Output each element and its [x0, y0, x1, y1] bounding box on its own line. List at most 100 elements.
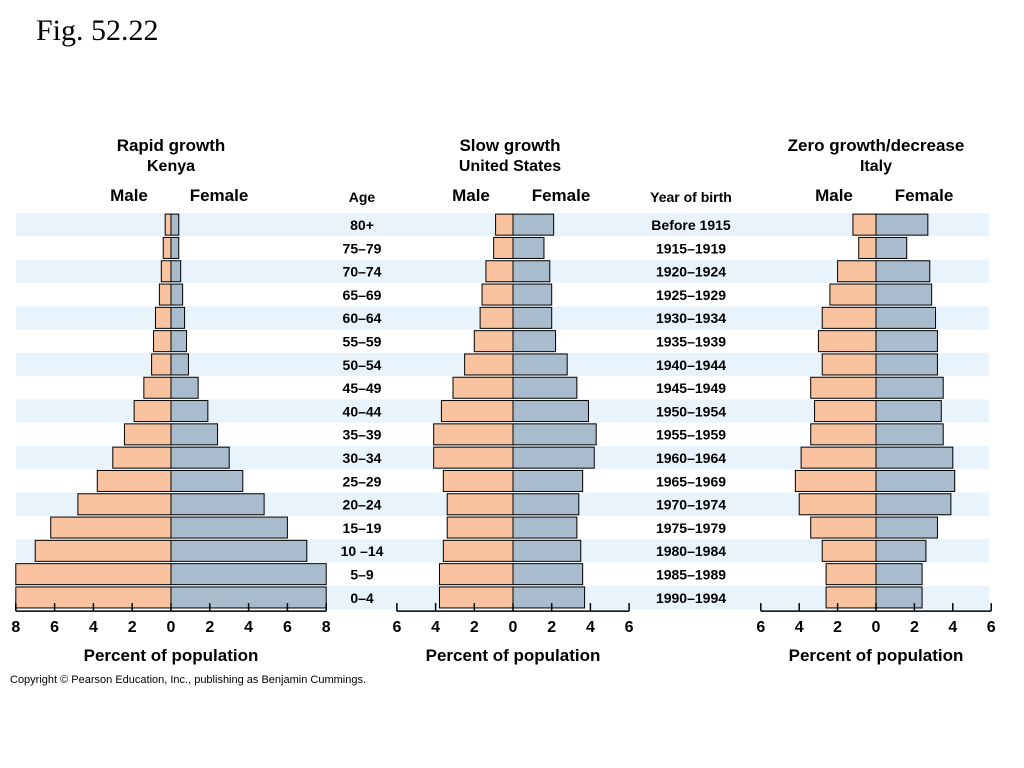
male-bar	[15, 563, 172, 586]
female-bar	[512, 306, 553, 329]
male-bar	[446, 493, 514, 516]
pyramid-subtitle: Kenya	[147, 158, 195, 175]
female-bar	[875, 493, 952, 516]
age-label: 0–4	[350, 590, 374, 606]
age-label: 25–29	[343, 473, 382, 489]
male-bar	[821, 539, 877, 562]
female-bar	[875, 586, 923, 609]
x-tick-label: 8	[322, 619, 331, 636]
female-bar	[170, 283, 184, 306]
age-label: 20–24	[343, 497, 382, 513]
female-bar	[875, 353, 938, 376]
female-label: Female	[532, 186, 591, 205]
male-bar	[817, 330, 877, 353]
female-bar	[170, 563, 327, 586]
x-tick-label: 6	[283, 619, 292, 636]
birth-year-label: 1925–1929	[656, 287, 726, 303]
female-bar	[875, 446, 954, 469]
x-tick-label: 4	[244, 619, 253, 636]
pyramid-subtitle: United States	[459, 158, 561, 175]
age-label: 10 –14	[341, 543, 384, 559]
male-bar	[143, 376, 172, 399]
female-bar	[170, 516, 288, 539]
x-tick-label: 6	[987, 619, 996, 636]
male-bar	[852, 213, 877, 236]
male-bar	[153, 330, 172, 353]
female-bar	[512, 376, 578, 399]
pyramid-title: Rapid growth	[117, 136, 226, 155]
male-bar	[442, 539, 514, 562]
female-bar	[512, 539, 582, 562]
x-tick-label: 6	[625, 619, 634, 636]
pyramids: Rapid growth Kenya Male Female 8 6 4 2 0 2 4 6 8 Perc…	[11, 136, 995, 665]
age-label: 5–9	[350, 567, 374, 583]
female-bar	[512, 446, 595, 469]
female-bar	[512, 283, 553, 306]
birth-year-label: 1980–1984	[656, 543, 726, 559]
female-bar	[875, 469, 956, 492]
male-bar	[34, 539, 172, 562]
age-label: 40–44	[343, 403, 382, 419]
male-bar	[794, 469, 877, 492]
male-bar	[825, 563, 877, 586]
pyramid-title: Zero growth/decrease	[788, 136, 965, 155]
female-bar	[875, 423, 944, 446]
x-tick-label: 8	[11, 619, 20, 636]
birth-year-label: 1940–1944	[656, 357, 726, 373]
male-bar	[162, 236, 172, 259]
age-label: 15–19	[343, 520, 382, 536]
birth-year-label: 1915–1919	[656, 240, 726, 256]
age-label: 55–59	[343, 334, 382, 350]
male-bar	[133, 400, 172, 423]
x-tick-label: 0	[167, 619, 176, 636]
x-tick-label: 0	[509, 619, 518, 636]
male-bar	[77, 493, 172, 516]
male-bar	[433, 446, 514, 469]
male-bar	[800, 446, 877, 469]
male-bar	[442, 469, 514, 492]
male-bar	[858, 236, 877, 259]
pyramid-title: Slow growth	[459, 136, 560, 155]
female-bar	[170, 236, 180, 259]
female-bar	[170, 330, 188, 353]
pyramid-3: Zero growth/decrease Italy Male Female 6 4 2 0 2…	[756, 136, 995, 665]
female-bar	[512, 213, 555, 236]
x-tick-label: 4	[795, 619, 804, 636]
female-bar	[875, 283, 933, 306]
female-bar	[512, 260, 551, 283]
female-bar	[512, 563, 584, 586]
male-bar	[473, 330, 514, 353]
male-bar	[446, 516, 514, 539]
age-label: 35–39	[343, 427, 382, 443]
pyramid-1: Rapid growth Kenya Male Female 8 6 4 2 0 2 4 6 8 Perc…	[11, 136, 330, 665]
female-bar	[512, 516, 578, 539]
female-bar	[875, 236, 908, 259]
male-bar	[464, 353, 514, 376]
male-bar	[154, 306, 172, 329]
female-label: Female	[190, 186, 249, 205]
pyramid-subtitle: Italy	[860, 158, 892, 175]
birth-year-label: 1955–1959	[656, 427, 726, 443]
female-bar	[875, 539, 927, 562]
female-bar	[875, 400, 942, 423]
birth-header: Year of birth	[650, 189, 732, 205]
male-bar	[495, 213, 514, 236]
male-bar	[798, 493, 877, 516]
male-bar	[50, 516, 172, 539]
male-bar	[825, 586, 877, 609]
x-axis-label: Percent of population	[426, 646, 601, 665]
x-axis-label: Percent of population	[789, 646, 964, 665]
male-label: Male	[452, 186, 490, 205]
female-bar	[512, 586, 586, 609]
age-label: 45–49	[343, 380, 382, 396]
male-bar	[837, 260, 877, 283]
age-header: Age	[349, 189, 376, 205]
female-bar	[875, 330, 938, 353]
female-bar	[875, 563, 923, 586]
x-tick-label: 2	[833, 619, 842, 636]
birth-year-label: 1985–1989	[656, 567, 726, 583]
male-bar	[438, 586, 514, 609]
female-bar	[875, 516, 938, 539]
male-bar	[829, 283, 877, 306]
